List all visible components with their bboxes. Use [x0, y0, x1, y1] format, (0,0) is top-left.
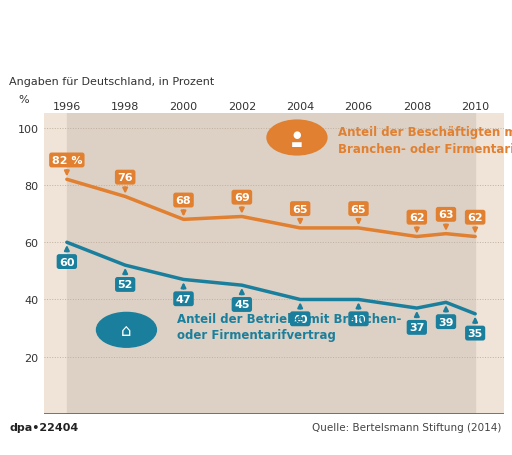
Text: 60: 60 [59, 248, 75, 267]
Text: 2000: 2000 [169, 101, 198, 111]
Text: 76: 76 [117, 173, 133, 192]
Text: Immer seltener mit Tarifvertrag: Immer seltener mit Tarifvertrag [9, 21, 407, 40]
Text: ●: ● [293, 130, 301, 140]
Text: %: % [18, 95, 29, 105]
Ellipse shape [96, 313, 157, 348]
Text: 68: 68 [176, 196, 191, 215]
Text: 40: 40 [292, 305, 308, 324]
Text: ▬: ▬ [291, 138, 303, 151]
Bar [417, 114, 475, 414]
Text: 2006: 2006 [345, 101, 373, 111]
Bar [183, 114, 242, 414]
Text: 2002: 2002 [228, 101, 256, 111]
Bar [300, 114, 358, 414]
Text: ⌂: ⌂ [121, 321, 132, 339]
Ellipse shape [267, 121, 327, 156]
Bar [358, 114, 417, 414]
Text: 62: 62 [467, 213, 483, 232]
Text: 62: 62 [409, 213, 424, 232]
Text: Quelle: Bertelsmann Stiftung (2014): Quelle: Bertelsmann Stiftung (2014) [312, 422, 502, 432]
Text: 45: 45 [234, 291, 249, 310]
Text: 39: 39 [438, 308, 454, 327]
Text: 82 %: 82 % [52, 156, 82, 175]
Text: 1996: 1996 [53, 101, 81, 111]
Text: 35: 35 [467, 319, 483, 339]
Text: 65: 65 [292, 204, 308, 223]
Text: 2004: 2004 [286, 101, 314, 111]
Text: 37: 37 [409, 313, 424, 333]
Text: 2008: 2008 [403, 101, 431, 111]
Text: 69: 69 [234, 193, 250, 212]
Text: 47: 47 [176, 285, 191, 304]
Text: 65: 65 [351, 204, 366, 223]
Bar [67, 114, 125, 414]
Text: 40: 40 [351, 305, 366, 324]
Text: Angaben für Deutschland, in Prozent: Angaben für Deutschland, in Prozent [9, 76, 215, 86]
Text: Anteil der Betriebe mit Branchen-
oder Firmentarifvertrag: Anteil der Betriebe mit Branchen- oder F… [177, 312, 401, 342]
Text: 52: 52 [117, 271, 133, 290]
Text: 2010: 2010 [461, 101, 489, 111]
Text: 1998: 1998 [111, 101, 139, 111]
Text: 63: 63 [438, 210, 454, 229]
Text: Anteil der Beschäftigten mit
Branchen- oder Firmentarifvertrag: Anteil der Beschäftigten mit Branchen- o… [338, 126, 512, 156]
Text: dpa•22404: dpa•22404 [9, 422, 78, 432]
Bar [242, 114, 300, 414]
Bar [125, 114, 183, 414]
